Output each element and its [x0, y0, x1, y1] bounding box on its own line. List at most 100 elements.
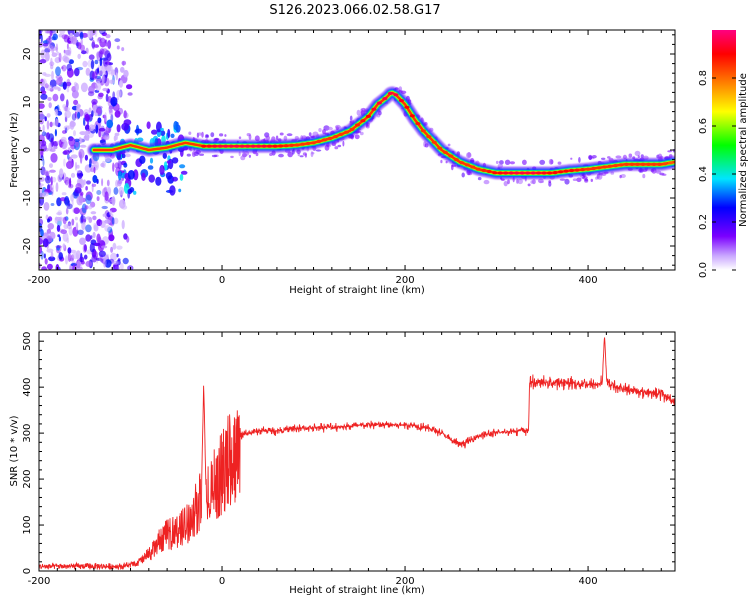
- noise-speckle: [102, 213, 106, 217]
- noise-speckle: [118, 186, 125, 196]
- noise-speckle: [57, 210, 62, 216]
- noise-speckle: [91, 39, 96, 50]
- noise-speckle: [117, 160, 122, 170]
- ridge-bead: [453, 158, 459, 162]
- ridge-bead: [256, 144, 262, 148]
- halo-speckle: [210, 132, 215, 138]
- noise-speckle: [41, 131, 47, 137]
- ridge-bead: [250, 144, 256, 148]
- ridge-bead: [415, 122, 421, 126]
- noise-speckle: [71, 35, 78, 45]
- noise-speckle: [83, 254, 88, 260]
- noise-speckles: [39, 30, 189, 270]
- ridge-bead: [459, 161, 465, 165]
- noise-speckle: [104, 134, 110, 141]
- noise-speckle: [94, 59, 99, 65]
- noise-speckle: [87, 205, 93, 210]
- noise-speckle: [47, 218, 50, 223]
- noise-speckle: [75, 266, 83, 270]
- noise-speckle: [95, 124, 99, 134]
- ridge-bead: [426, 135, 432, 139]
- noise-speckle: [103, 42, 110, 47]
- halo-speckle: [590, 178, 593, 182]
- ridge-bead: [272, 144, 278, 148]
- noise-speckle: [52, 33, 58, 41]
- halo-speckle: [224, 134, 227, 137]
- noise-speckle: [115, 72, 119, 81]
- noise-speckle: [39, 192, 45, 200]
- noise-speckle: [46, 120, 50, 130]
- noise-speckle: [171, 157, 179, 164]
- snr-x-label: Height of straight line (km): [289, 585, 425, 596]
- noise-speckle: [127, 92, 133, 96]
- noise-speckle: [81, 218, 87, 223]
- noise-speckle: [92, 175, 98, 183]
- halo-speckle: [522, 159, 527, 165]
- ridge-bead: [552, 171, 558, 175]
- noise-speckle: [61, 34, 68, 40]
- noise-speckle: [68, 59, 75, 65]
- noise-speckle: [123, 119, 132, 126]
- noise-speckle: [84, 130, 89, 137]
- noise-speckle: [46, 263, 53, 270]
- ridge-bead: [382, 97, 388, 101]
- x-tick-label: 0: [219, 275, 225, 286]
- noise-speckle: [120, 66, 125, 73]
- ridge-bead: [667, 161, 674, 165]
- halo-speckle: [326, 126, 333, 131]
- noise-speckle: [114, 162, 120, 169]
- noise-speckle: [74, 138, 80, 142]
- noise-speckle: [46, 228, 52, 234]
- noise-speckle: [84, 154, 88, 161]
- noise-speckle: [51, 187, 54, 196]
- noise-speckle: [63, 158, 66, 167]
- colorbar-tick-label: 0.2: [698, 214, 709, 230]
- noise-speckle: [41, 266, 47, 270]
- ridge-bead: [591, 166, 597, 171]
- halo-speckle: [334, 146, 339, 150]
- halo-speckle: [591, 155, 597, 159]
- noise-speckle: [40, 250, 44, 260]
- halo-speckle: [483, 179, 490, 185]
- noise-speckle: [117, 180, 122, 187]
- noise-speckle: [96, 190, 102, 195]
- ridge-bead: [343, 130, 350, 134]
- halo-speckle: [548, 158, 554, 165]
- noise-speckle: [77, 229, 84, 235]
- colorbar-tick-label: 0.0: [698, 262, 709, 278]
- noise-speckle: [112, 260, 119, 266]
- noise-speckle: [103, 57, 109, 68]
- noise-speckle: [107, 186, 112, 197]
- ridge-bead: [321, 138, 328, 142]
- noise-speckle: [91, 110, 94, 117]
- noise-speckle: [104, 155, 111, 162]
- noise-speckle: [52, 86, 60, 90]
- ridge-bead: [580, 168, 586, 172]
- noise-speckle: [44, 116, 47, 122]
- halo-speckle: [201, 131, 204, 138]
- noise-speckle: [79, 144, 87, 148]
- ridge-bead: [267, 144, 273, 148]
- noise-speckle: [109, 79, 115, 84]
- noise-speckle: [78, 148, 85, 159]
- halo-speckle: [440, 159, 443, 164]
- noise-speckle: [50, 57, 53, 66]
- ridge-bead: [387, 91, 393, 95]
- noise-speckle: [74, 82, 79, 92]
- noise-speckle: [100, 220, 106, 228]
- noise-speckle: [49, 121, 53, 128]
- noise-speckle: [92, 71, 98, 80]
- halo-speckle: [642, 173, 646, 179]
- ridge-bead: [338, 132, 344, 136]
- figure-title: S126.2023.066.02.58.G17: [269, 3, 440, 18]
- halo-speckle: [584, 178, 588, 182]
- noise-speckle: [68, 226, 73, 236]
- noise-speckle: [69, 249, 77, 254]
- ridge-bead: [294, 143, 300, 147]
- ridge-bead: [278, 144, 284, 148]
- ridge-bead: [376, 101, 382, 105]
- noise-speckle: [113, 187, 119, 195]
- noise-speckle: [76, 170, 81, 174]
- noise-speckle: [167, 128, 171, 139]
- snr-y-label: SNR (10 * v/v): [9, 415, 20, 486]
